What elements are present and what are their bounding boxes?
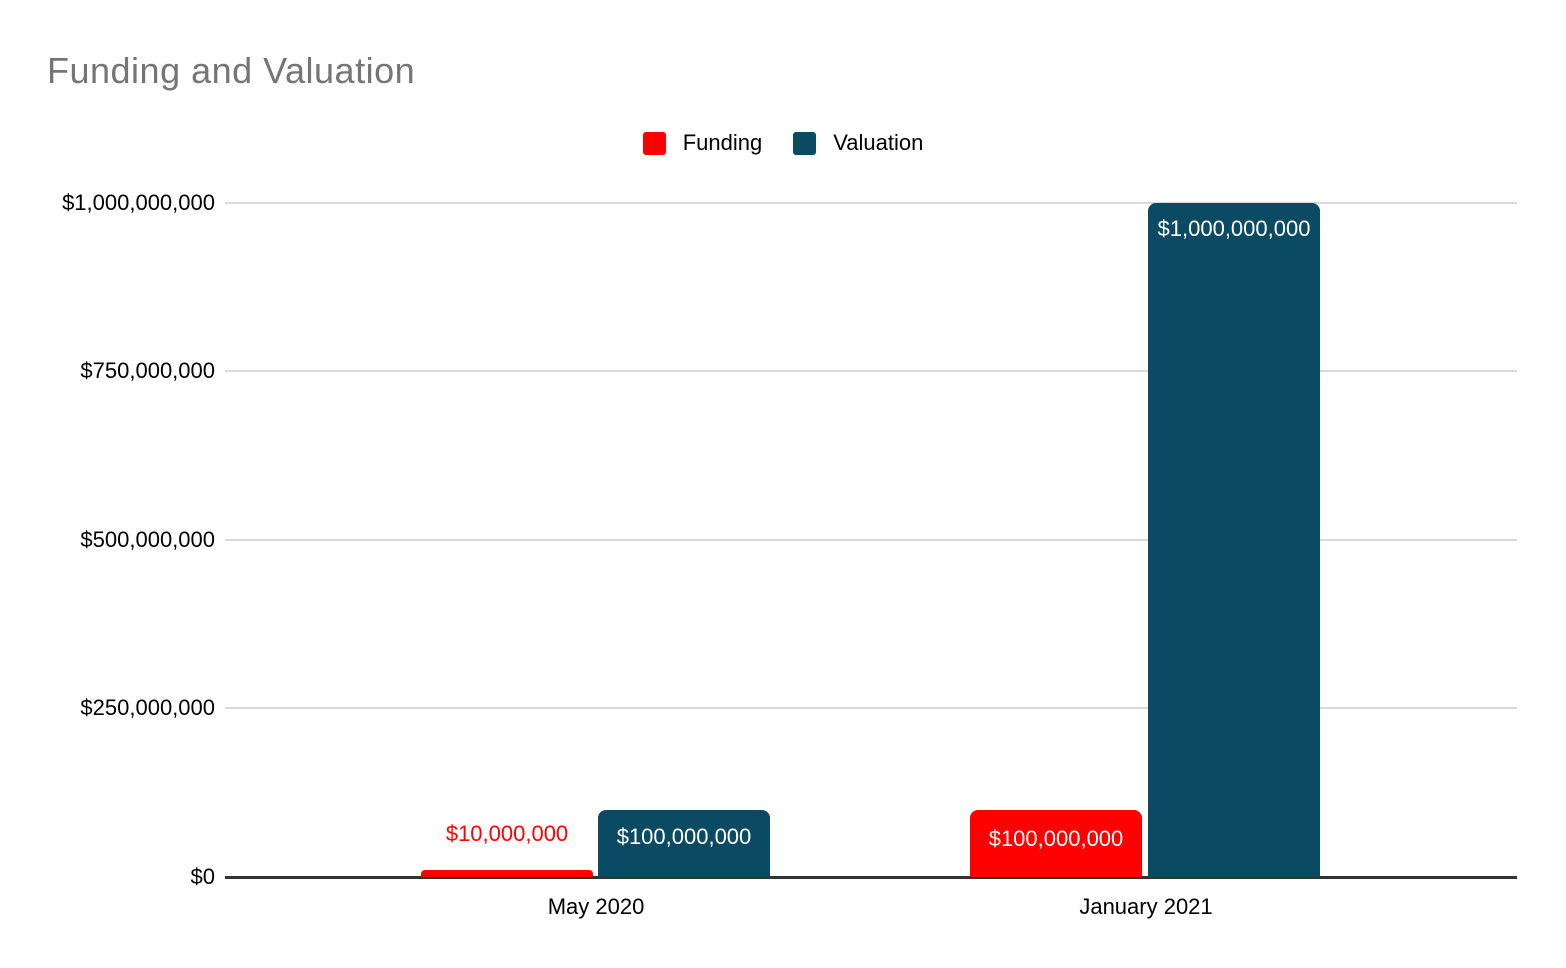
legend-label-valuation: Valuation — [833, 130, 924, 155]
chart-legend: Funding Valuation — [0, 129, 1566, 157]
x-axis-label-january-2021: January 2021 — [1079, 894, 1213, 919]
y-axis-tick-label: $750,000,000 — [80, 358, 215, 383]
gridline-500m — [225, 539, 1517, 541]
legend-item-funding[interactable]: Funding — [642, 130, 763, 156]
legend-item-valuation[interactable]: Valuation — [793, 130, 923, 156]
data-label-funding-january-2021: $100,000,000 — [988, 826, 1124, 851]
bar-funding-may-2020[interactable] — [421, 870, 593, 877]
y-axis-tick-label: $0 — [190, 864, 215, 889]
funding-swatch-icon — [642, 131, 666, 155]
y-axis-tick-label: $250,000,000 — [80, 695, 215, 720]
x-axis-label-may-2020: May 2020 — [547, 894, 645, 919]
y-axis-tick-label: $500,000,000 — [80, 527, 215, 552]
valuation-swatch-icon — [793, 131, 817, 155]
data-label-valuation-may-2020: $100,000,000 — [616, 824, 752, 849]
bar-funding-january-2021[interactable] — [970, 809, 1142, 877]
data-label-funding-may-2020: $10,000,000 — [445, 821, 569, 846]
bar-valuation-january-2021[interactable] — [1148, 203, 1320, 877]
gridline-250m — [225, 707, 1517, 709]
chart-title: Funding and Valuation — [47, 50, 416, 91]
y-axis-tick-label: $1,000,000,000 — [62, 190, 215, 215]
gridline-750m — [225, 370, 1517, 372]
legend-label-funding: Funding — [682, 130, 763, 155]
gridline-1000m — [225, 202, 1517, 204]
bar-valuation-may-2020[interactable] — [598, 809, 770, 877]
data-label-valuation-january-2021: $1,000,000,000 — [1157, 216, 1311, 241]
x-axis-line — [225, 876, 1517, 879]
